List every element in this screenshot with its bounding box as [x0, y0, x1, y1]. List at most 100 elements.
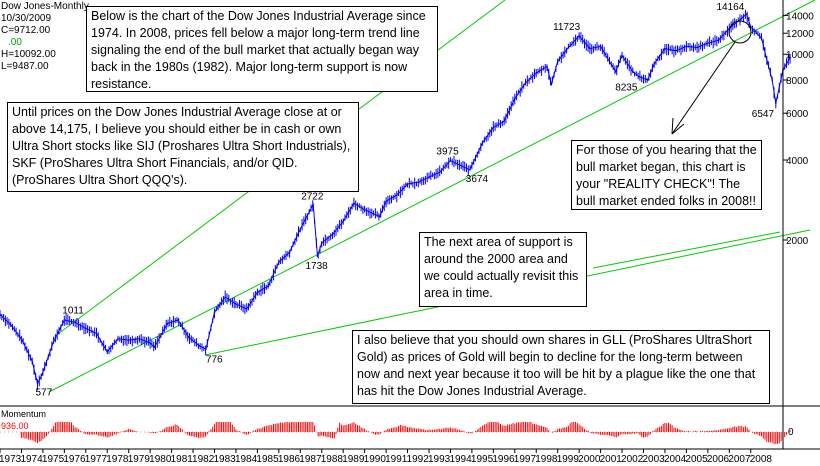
- price-point: [224, 296, 226, 298]
- x-tick-label: 2008: [750, 454, 773, 465]
- x-tick-label: 1979: [128, 454, 151, 465]
- price-point: [316, 255, 319, 257]
- price-label-11723: 11723: [553, 22, 581, 33]
- note-right: For those of you hearing that the bull m…: [571, 140, 762, 210]
- price-point: [278, 261, 280, 264]
- price-label-2722: 2722: [301, 191, 324, 202]
- price-point: [85, 327, 87, 330]
- price-point: [353, 202, 355, 204]
- change-value: .00: [8, 37, 22, 48]
- y-tick-label: 10000: [786, 50, 814, 61]
- price-point: [166, 322, 169, 325]
- x-tick-label: 1995: [471, 454, 494, 465]
- x-tick-label: 1987: [299, 454, 322, 465]
- price-point: [653, 63, 655, 65]
- price-point: [74, 321, 76, 324]
- price-point: [245, 308, 248, 310]
- x-tick-label: 1985: [256, 454, 279, 465]
- price-point: [492, 126, 495, 129]
- price-point: [106, 350, 108, 353]
- price-point: [95, 332, 98, 335]
- price-point: [614, 70, 617, 73]
- price-point: [745, 13, 748, 15]
- price-point: [674, 50, 677, 52]
- price-point: [385, 200, 387, 202]
- price-point: [550, 83, 553, 86]
- price-point: [153, 346, 156, 349]
- x-tick-label: 1976: [63, 454, 86, 465]
- price-point: [9, 323, 12, 326]
- x-tick-label: 1983: [213, 454, 236, 465]
- y-tick-label: 4000: [786, 156, 809, 167]
- price-point: [514, 98, 516, 100]
- price-label-3674: 3674: [466, 174, 489, 185]
- note-left: Until prices on the Dow Jones Industrial…: [7, 102, 359, 192]
- price-point: [52, 340, 55, 343]
- price-point: [235, 303, 237, 305]
- price-point: [320, 242, 323, 244]
- price-point: [556, 60, 559, 63]
- price-point: [696, 46, 698, 49]
- price-label-577: 577: [36, 388, 53, 399]
- y-tick-label: 8000: [786, 76, 809, 87]
- trend-line-lower-channel: [48, 0, 816, 393]
- price-point: [41, 374, 43, 377]
- price-point: [707, 42, 709, 44]
- price-point: [149, 342, 151, 344]
- x-tick-label: 1994: [449, 454, 472, 465]
- x-tick-label: 1982: [192, 454, 215, 465]
- x-tick-label: 1991: [385, 454, 408, 465]
- x-tick-label: 1984: [235, 454, 258, 465]
- x-tick-label: 1989: [342, 454, 365, 465]
- x-tick-label: 2004: [664, 454, 687, 465]
- price-point: [417, 181, 420, 183]
- price-point: [396, 194, 398, 196]
- price-point: [599, 45, 602, 48]
- price-point: [589, 47, 591, 50]
- price-point: [213, 311, 216, 314]
- x-tick-label: 1977: [85, 454, 108, 465]
- price-label-8235: 8235: [615, 83, 638, 94]
- momentum-title: Momentum: [1, 409, 47, 419]
- annotation-marks: [671, 20, 752, 135]
- price-point: [188, 336, 190, 339]
- x-tick-label: 1988: [321, 454, 344, 465]
- x-tick-label: 2000: [578, 454, 601, 465]
- point-labels: 1051 1011 577 776 2722 1738 3975 3674 11723 8235 1…: [0, 2, 774, 398]
- y-tick-label: 12000: [786, 29, 814, 40]
- price-point: [267, 285, 269, 288]
- price-point: [256, 291, 259, 294]
- x-tick-label: 2007: [728, 454, 751, 465]
- highlight-circle: [728, 20, 752, 44]
- x-tick-label: 2005: [685, 454, 708, 465]
- price-point: [117, 338, 119, 340]
- price-line: [0, 13, 791, 385]
- price-point: [299, 228, 302, 230]
- price-point: [31, 360, 33, 363]
- price-point: [406, 183, 409, 185]
- price-series: [0, 9, 791, 391]
- x-tick-label: 1997: [514, 454, 537, 465]
- x-tick-label: 1993: [428, 454, 451, 465]
- price-point: [535, 72, 537, 74]
- momentum-value: 936.00: [1, 421, 29, 431]
- price-point: [20, 338, 23, 340]
- low-value: L=9487.00: [1, 61, 49, 72]
- x-tick-label: 2006: [707, 454, 730, 465]
- price-point: [767, 63, 769, 65]
- momentum-zero-label: 0: [788, 427, 794, 438]
- x-tick-label: 1973: [0, 454, 22, 465]
- price-point: [312, 203, 315, 206]
- x-tick-label: 1996: [492, 454, 515, 465]
- high-value: H=10092.00: [1, 49, 56, 60]
- x-tick-label: 1992: [407, 454, 430, 465]
- price-point: [438, 171, 441, 173]
- price-point: [177, 319, 179, 321]
- price-point: [481, 141, 484, 144]
- x-tick-label: 1981: [171, 454, 194, 465]
- momentum-panel: [0, 422, 791, 444]
- price-point: [789, 56, 791, 59]
- x-tick-label: 2001: [600, 454, 623, 465]
- price-label-1051: 1051: [0, 300, 1, 311]
